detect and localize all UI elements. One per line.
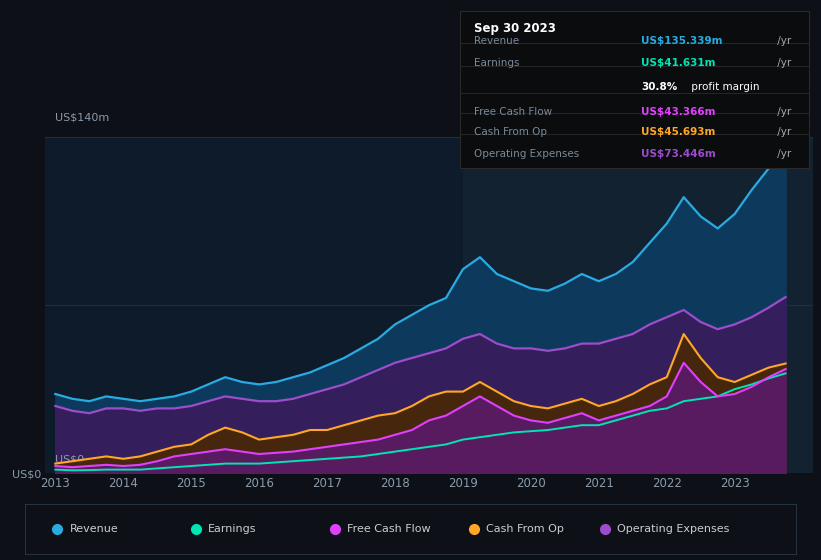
Text: Free Cash Flow: Free Cash Flow [347,524,431,534]
Text: profit margin: profit margin [688,82,759,92]
Text: US$0: US$0 [55,455,85,465]
Text: US$45.693m: US$45.693m [641,127,716,137]
Text: Earnings: Earnings [209,524,257,534]
Text: Operating Expenses: Operating Expenses [474,149,579,159]
Text: 30.8%: 30.8% [641,82,677,92]
Text: /yr: /yr [774,58,791,68]
Text: /yr: /yr [774,36,791,46]
Text: /yr: /yr [774,127,791,137]
Text: US$135.339m: US$135.339m [641,36,722,46]
Text: Cash From Op: Cash From Op [474,127,547,137]
Text: Operating Expenses: Operating Expenses [617,524,730,534]
Text: Sep 30 2023: Sep 30 2023 [474,22,556,35]
Text: /yr: /yr [774,149,791,159]
Text: US$41.631m: US$41.631m [641,58,716,68]
Text: Cash From Op: Cash From Op [486,524,564,534]
Text: Revenue: Revenue [70,524,118,534]
Text: US$43.366m: US$43.366m [641,107,716,117]
Text: US$73.446m: US$73.446m [641,149,716,159]
Text: US$140m: US$140m [55,112,109,122]
Text: /yr: /yr [774,107,791,117]
Text: Earnings: Earnings [474,58,519,68]
Bar [463,137,819,473]
Text: Revenue: Revenue [474,36,519,46]
Text: Free Cash Flow: Free Cash Flow [474,107,552,117]
